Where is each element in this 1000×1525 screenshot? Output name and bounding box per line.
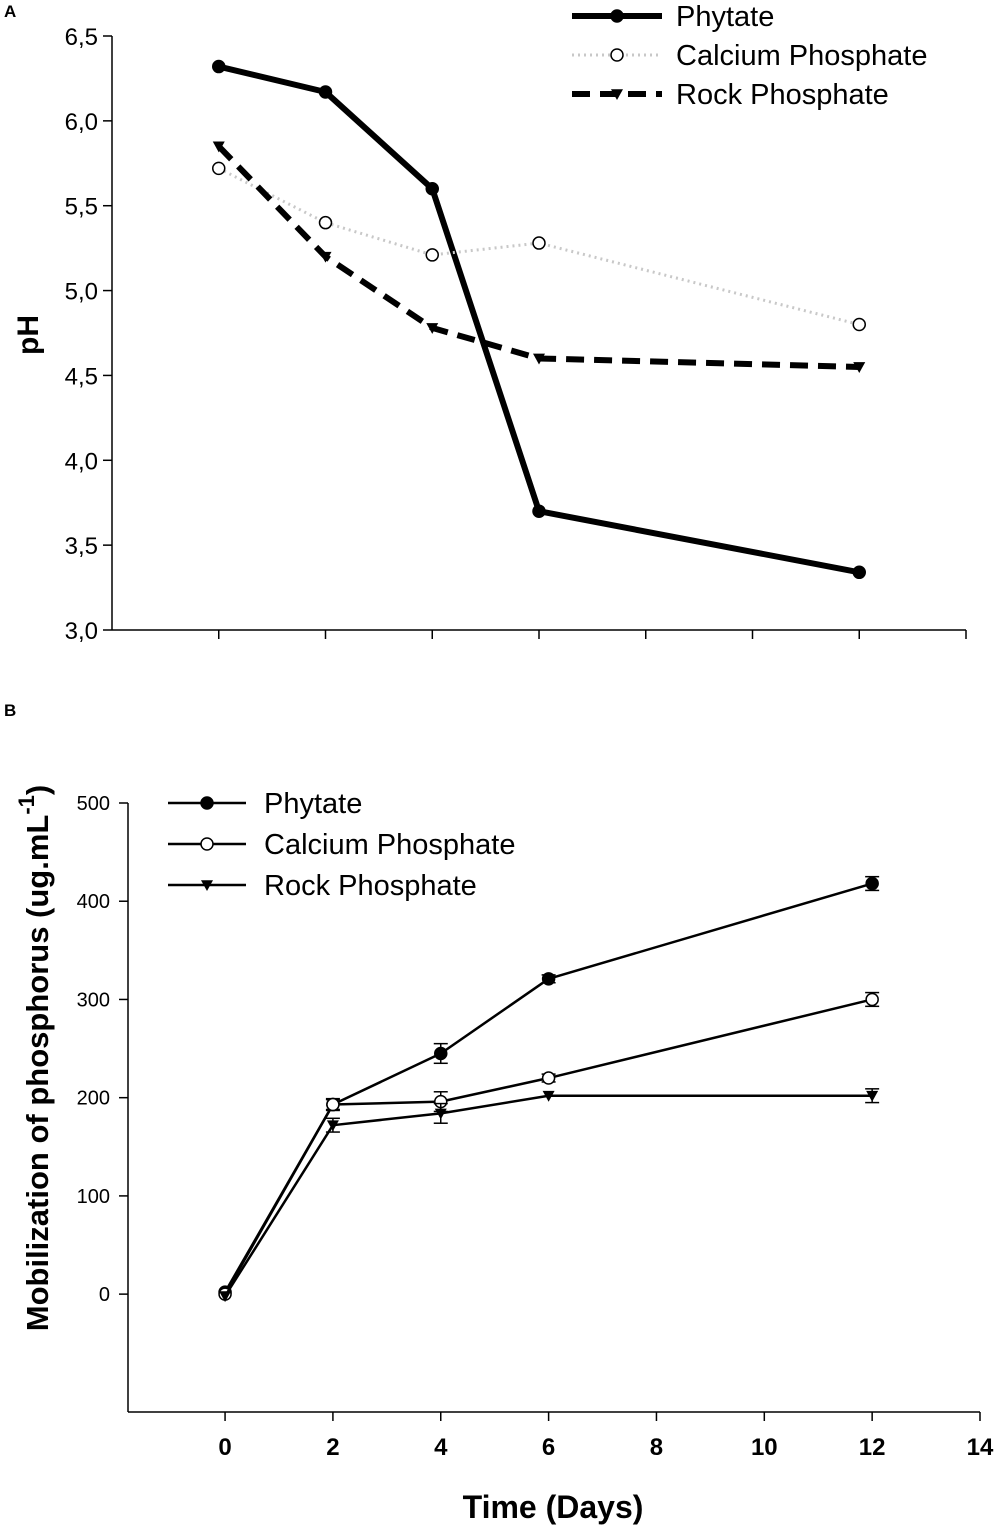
data-point-rock-phosphate <box>866 1090 879 1102</box>
data-point-calcium-phosphate <box>326 1097 340 1112</box>
data-point-rock-phosphate <box>319 251 332 263</box>
data-point-phytate <box>425 181 439 196</box>
data-point-rock-phosphate <box>426 323 439 334</box>
legend-marker-rock-phosphate <box>201 880 213 891</box>
legend-marker-calcium-phosphate <box>200 837 214 851</box>
data-point-calcium-phosphate <box>865 992 879 1007</box>
legend-label-phytate: Phytate <box>264 788 362 820</box>
data-point-rock-phosphate <box>326 1120 339 1132</box>
series-line-calcium-phosphate <box>218 167 860 326</box>
data-point-calcium-phosphate <box>541 1071 556 1085</box>
panel-a: pH 3,0 3,5 4,0 4,5 5,0 5,5 6,0 6,5 Phytate Calci… <box>12 1 967 645</box>
data-point-calcium-phosphate <box>425 248 439 262</box>
panel-b-y-tick-label: 0 <box>99 1284 110 1306</box>
panel-b-x-tick-label: 14 <box>967 1434 994 1461</box>
data-point-rock-phosphate <box>542 1090 555 1102</box>
panel-a-y-tick-label: 6,5 <box>65 24 98 51</box>
panel-b: Mobilization of phosphorus (ug.mL-1) Tim… <box>14 785 994 1525</box>
panel-b-x-tick-label: 2 <box>326 1434 339 1461</box>
panel-b-y-tick-label: 200 <box>77 1088 110 1110</box>
legend-label-rock-phosphate: Rock Phosphate <box>676 79 889 111</box>
panel-a-y-title: pH <box>12 315 45 355</box>
data-point-phytate <box>212 59 226 74</box>
panel-a-y-tick-label: 4,5 <box>65 363 98 390</box>
panel-a-y-tick-label: 4,0 <box>65 448 98 475</box>
panel-b-y-title: Mobilization of phosphorus (ug.mL-1) <box>14 785 55 1331</box>
panel-b-y-tick-label: 300 <box>77 989 110 1011</box>
data-point-phytate <box>532 504 546 518</box>
panel-b-y-tick-label: 500 <box>77 793 110 815</box>
data-point-rock-phosphate <box>219 1291 232 1303</box>
series-line-calcium-phosphate <box>223 998 873 1295</box>
panel-label-a: A <box>4 2 16 21</box>
legend-label-calcium-phosphate: Calcium Phosphate <box>264 829 515 861</box>
data-point-phytate <box>318 85 333 99</box>
panel-b-x-tick-label: 12 <box>859 1434 886 1461</box>
panel-b-y-tick-label: 100 <box>77 1186 110 1208</box>
panel-b-x-tick-label: 6 <box>542 1434 555 1461</box>
legend-label-rock-phosphate: Rock Phosphate <box>264 870 477 902</box>
panel-b-x-tick-label: 0 <box>218 1434 231 1461</box>
legend-marker-phytate <box>200 796 214 810</box>
panel-b-x-tick-label: 4 <box>434 1434 448 1461</box>
data-point-rock-phosphate <box>533 353 545 365</box>
data-point-rock-phosphate <box>212 141 225 153</box>
panel-a-y-tick-label: 6,0 <box>65 109 98 136</box>
panel-label-b: B <box>4 701 16 720</box>
data-point-rock-phosphate <box>434 1108 447 1120</box>
panel-a-y-tick-label: 5,0 <box>65 279 98 306</box>
data-point-phytate <box>865 876 879 891</box>
panel-a-y-tick-label: 3,5 <box>65 533 98 560</box>
series-line-phytate <box>223 882 873 1293</box>
legend-marker-phytate <box>610 9 624 23</box>
series-line-phytate <box>218 63 860 576</box>
data-point-calcium-phosphate <box>852 317 866 332</box>
panel-a-y-tick-label: 5,5 <box>65 194 98 221</box>
legend-label-phytate: Phytate <box>676 1 774 33</box>
data-point-calcium-phosphate <box>532 236 546 250</box>
data-point-phytate <box>852 565 866 580</box>
panel-b-x-tick-label: 8 <box>650 1434 663 1461</box>
legend-marker-calcium-phosphate <box>610 48 624 62</box>
panel-a-legend: Phytate Calcium Phosphate Rock Phosphate <box>572 1 927 111</box>
series-line-rock-phosphate <box>216 144 860 370</box>
panel-b-x-title: Time (Days) <box>463 1489 644 1525</box>
data-point-calcium-phosphate <box>212 161 226 176</box>
panel-a-y-tick-label: 3,0 <box>65 618 98 645</box>
panel-b-legend: Phytate Calcium Phosphate Rock Phosphate <box>168 788 515 902</box>
data-point-phytate <box>434 1046 448 1061</box>
legend-marker-rock-phosphate <box>611 89 623 100</box>
data-point-rock-phosphate <box>853 362 866 373</box>
data-point-calcium-phosphate <box>318 215 333 230</box>
data-point-phytate <box>541 972 556 986</box>
panel-b-x-tick-label: 10 <box>751 1434 778 1461</box>
legend-label-calcium-phosphate: Calcium Phosphate <box>676 40 927 72</box>
panel-b-y-tick-label: 400 <box>77 891 110 913</box>
